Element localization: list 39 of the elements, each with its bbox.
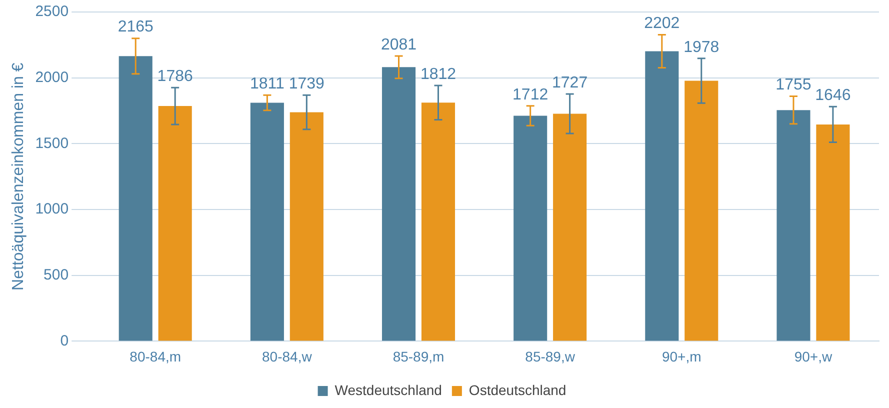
bar	[421, 102, 456, 341]
y-tick-label: 2000	[35, 68, 69, 86]
data-label: 1786	[157, 68, 193, 85]
y-axis-title: Nettoäquivalenzeinkommen in €	[10, 62, 28, 290]
x-tick-label: 80-84,w	[262, 348, 313, 364]
legend-label: Westdeutschland	[334, 382, 442, 398]
bar	[684, 80, 718, 341]
data-label: 1739	[288, 75, 325, 92]
x-tick-label: 85-89,m	[392, 348, 444, 364]
data-label: 1978	[684, 38, 720, 56]
bar	[776, 110, 810, 341]
bar	[514, 116, 548, 341]
bar	[158, 106, 192, 341]
data-label: 2165	[118, 18, 154, 36]
data-label: 2081	[380, 36, 417, 54]
legend-label: Ostdeutschland	[468, 382, 566, 398]
bar	[816, 124, 850, 341]
data-label: 2202	[644, 15, 680, 32]
y-tick-label: 1500	[35, 134, 69, 152]
data-label: 1727	[552, 74, 588, 92]
data-label: 1811	[250, 75, 284, 92]
data-label: 1646	[815, 87, 851, 104]
x-tick-label: 90+,w	[794, 348, 833, 364]
bar	[290, 112, 324, 341]
y-tick-label: 500	[44, 266, 69, 284]
data-label: 1812	[420, 66, 456, 83]
bar	[382, 67, 416, 341]
y-tick-label: 0	[60, 332, 69, 350]
y-tick-label: 2500	[35, 3, 69, 20]
bar	[553, 114, 587, 341]
data-label: 1712	[512, 86, 548, 104]
y-tick-label: 1000	[35, 200, 69, 218]
bar	[250, 102, 284, 341]
data-label: 1755	[776, 76, 812, 94]
bar	[645, 51, 679, 341]
x-tick-label: 80-84,m	[130, 348, 182, 364]
x-tick-label: 85-89,w	[525, 348, 576, 364]
bar	[118, 56, 152, 341]
x-tick-label: 90+,m	[662, 348, 702, 364]
